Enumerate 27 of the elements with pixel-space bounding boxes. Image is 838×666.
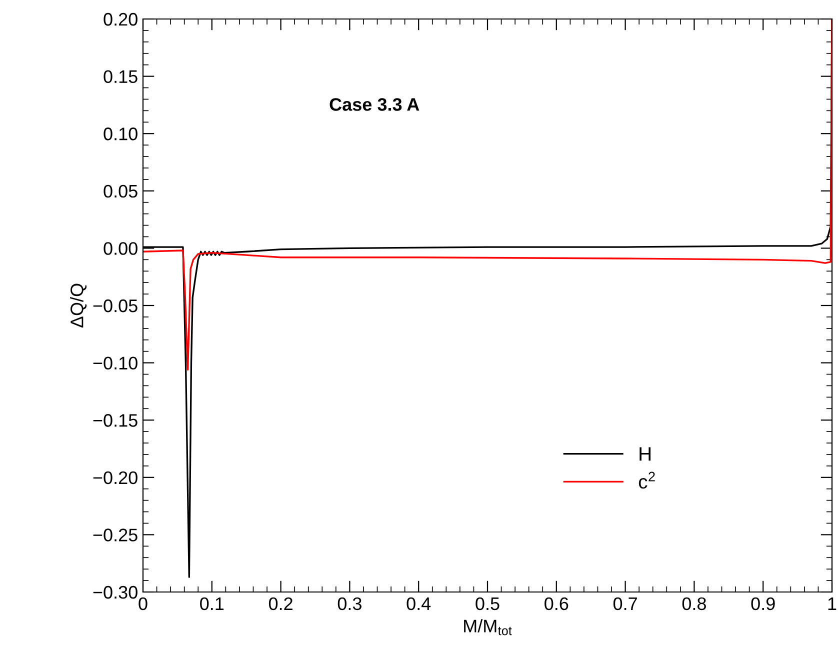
x-tick-label: 0.2 — [268, 597, 292, 610]
y-tick-label: 0.15 — [104, 70, 138, 84]
x-tick-label: 0.3 — [338, 597, 362, 610]
annotation: Case 3.3 A — [330, 98, 420, 111]
y-tick-label: −0.30 — [93, 586, 138, 599]
x-tick-label: 0.7 — [613, 597, 637, 610]
y-tick-label: 0.00 — [104, 242, 138, 255]
x-axis-title: M/M$_{tot}$ — [464, 619, 512, 636]
y-tick-label: −0.15 — [93, 414, 138, 427]
y-tick-label: 0.05 — [104, 184, 138, 198]
x-tick-label: 1 — [828, 598, 836, 610]
x-tick-label: 0.9 — [751, 597, 775, 610]
legend-label: c$^{2}$ — [638, 472, 655, 489]
y-tick-label: 0.10 — [104, 128, 138, 140]
legend-label: H — [640, 447, 651, 461]
y-tick-label: −0.05 — [93, 299, 138, 312]
x-tick-label: 0.4 — [406, 597, 431, 610]
y-tick-label: 0.20 — [104, 12, 138, 26]
y-tick-label: −0.10 — [93, 356, 138, 370]
x-tick-label: 0.5 — [476, 597, 500, 610]
x-tick-label: 0.6 — [544, 597, 568, 610]
y-tick-label: −0.20 — [93, 471, 138, 484]
x-tick-label: 0.8 — [682, 597, 706, 610]
x-tick-label: 0 — [138, 597, 148, 610]
x-tick-label: 0.1 — [200, 597, 224, 610]
y-axis-title: ΔQ/Q — [70, 284, 87, 328]
y-tick-label: −0.25 — [93, 528, 138, 542]
